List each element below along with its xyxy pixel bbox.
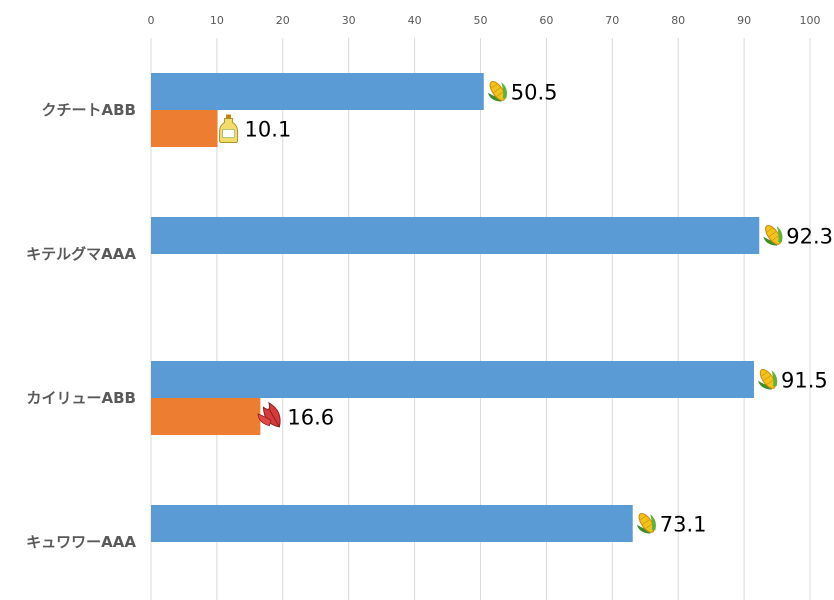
bar xyxy=(151,217,760,254)
data-label: 73.1 xyxy=(660,513,707,537)
oil-bottle-icon xyxy=(219,114,239,143)
category-label: クチートABB xyxy=(42,101,136,119)
category-label: キュワワーAAA xyxy=(26,533,136,551)
category-label: カイリューABB xyxy=(27,389,136,407)
bar xyxy=(151,110,218,147)
data-label: 92.3 xyxy=(786,225,833,249)
bar xyxy=(151,73,484,110)
data-label: 91.5 xyxy=(781,369,828,393)
red-leaf-icon xyxy=(257,401,281,428)
corn-icon xyxy=(763,224,783,246)
bar xyxy=(151,361,754,398)
corn-icon xyxy=(636,512,656,534)
data-label: 10.1 xyxy=(245,118,292,142)
x-tick-label: 100 xyxy=(800,14,821,27)
x-tick-label: 90 xyxy=(737,14,751,27)
data-label: 16.6 xyxy=(287,406,334,430)
x-tick-label: 0 xyxy=(148,14,155,27)
bar xyxy=(151,505,633,542)
x-tick-label: 80 xyxy=(671,14,685,27)
x-tick-label: 10 xyxy=(210,14,224,27)
x-tick-label: 60 xyxy=(539,14,553,27)
corn-icon xyxy=(487,80,508,102)
x-tick-label: 20 xyxy=(276,14,290,27)
data-label: 50.5 xyxy=(511,81,558,105)
category-label: キテルグマAAA xyxy=(26,245,136,263)
x-tick-label: 50 xyxy=(474,14,488,27)
x-tick-label: 30 xyxy=(342,14,356,27)
x-tick-label: 40 xyxy=(408,14,422,27)
x-tick-label: 70 xyxy=(605,14,619,27)
bar xyxy=(151,398,261,435)
corn-icon xyxy=(758,368,778,390)
